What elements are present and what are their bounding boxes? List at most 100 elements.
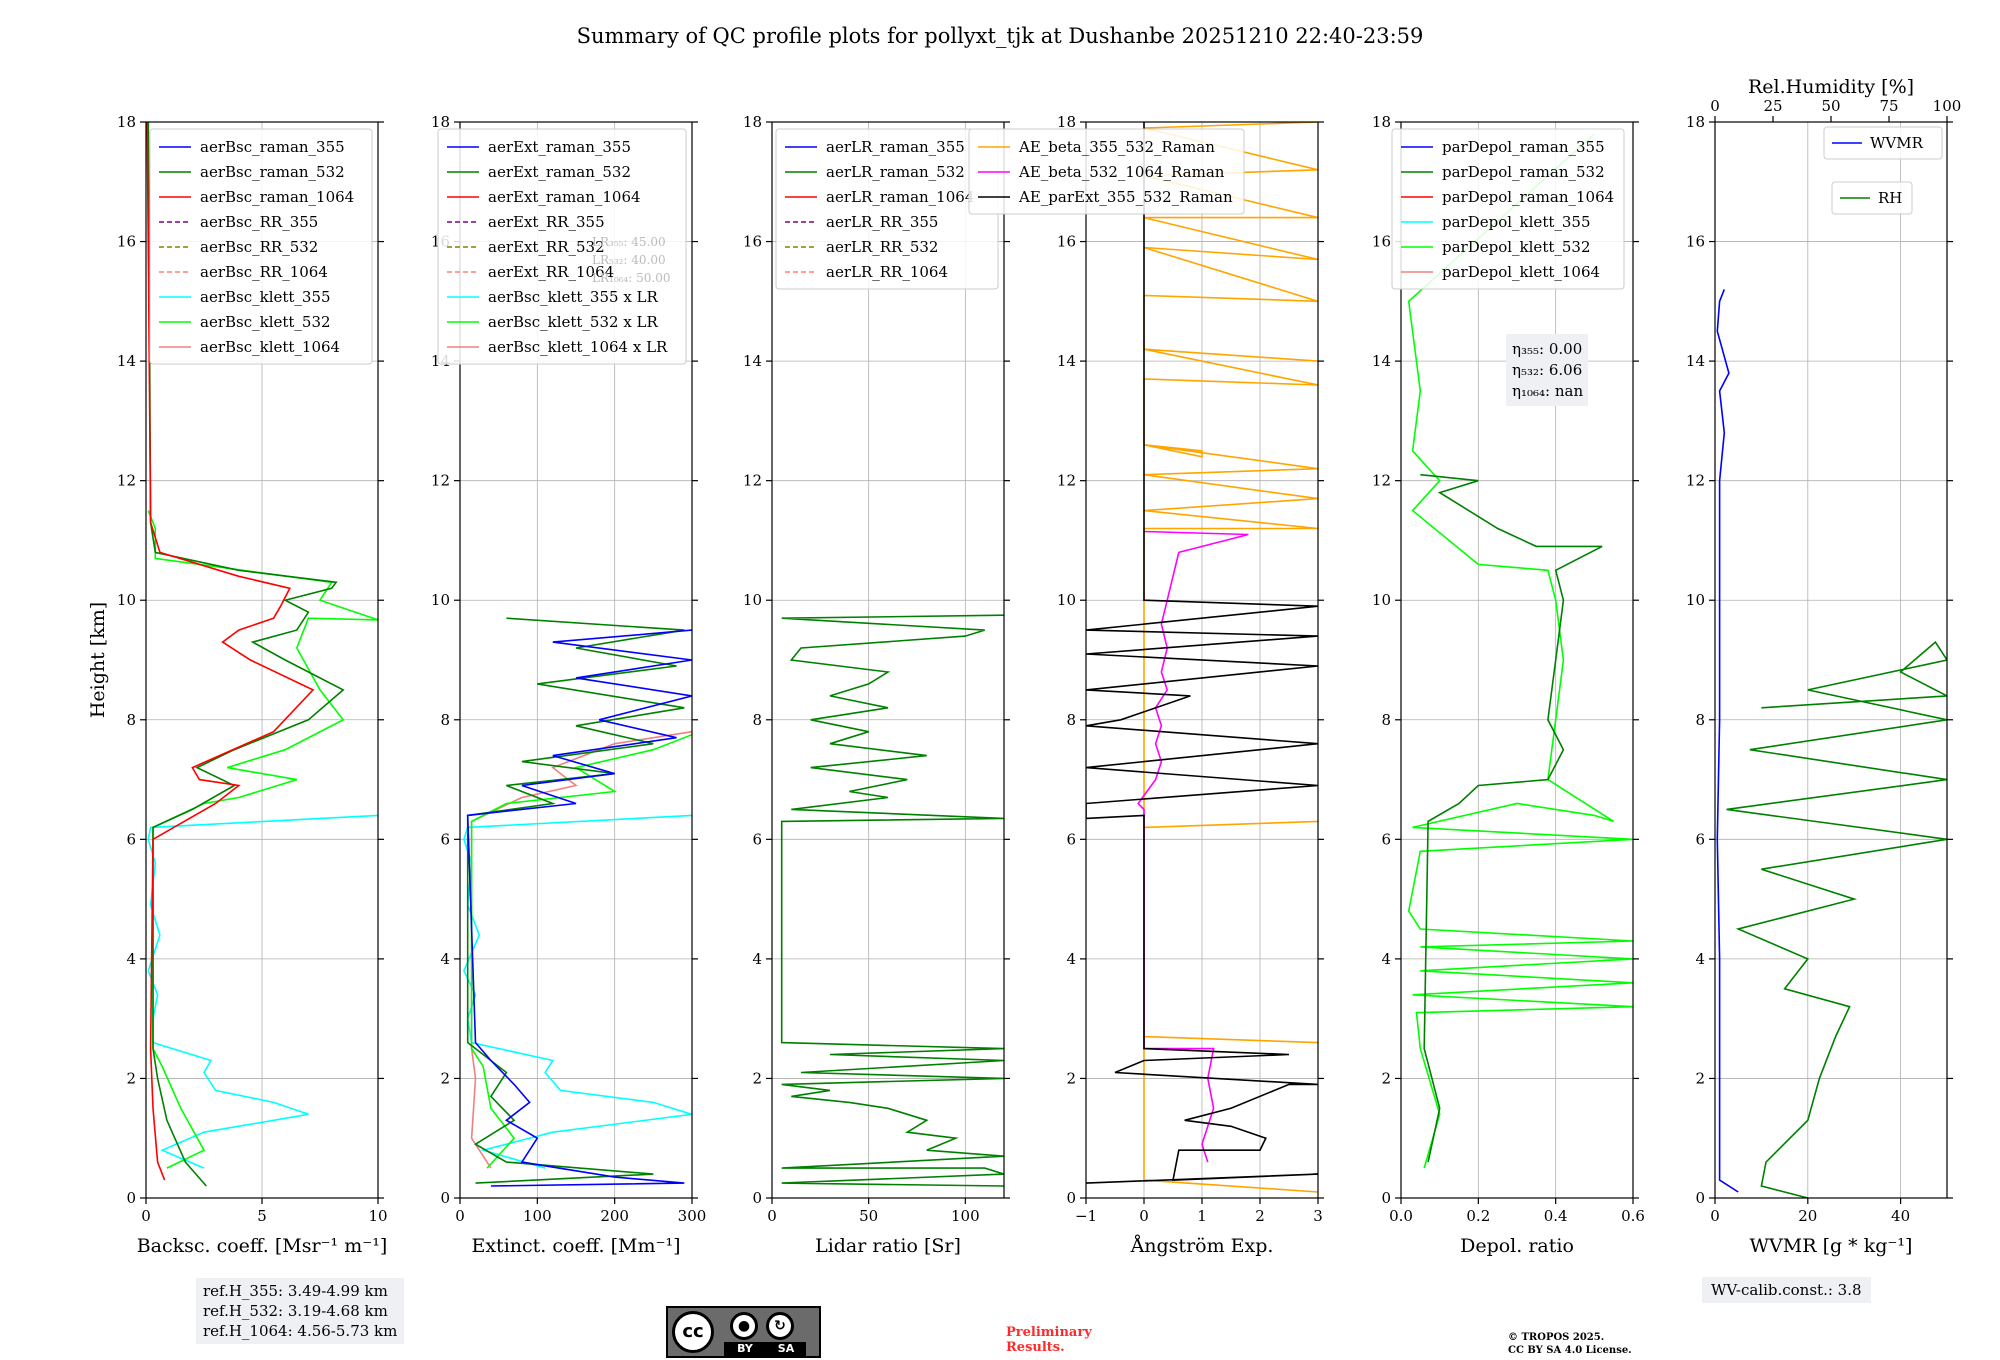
x-tick-label: 3 [1313,1207,1323,1225]
legend-label: aerExt_RR_1064 [488,263,614,281]
series-line-aerext-raman-532 [466,617,685,1184]
preliminary-line-2: Results. [1006,1340,1065,1355]
y-tick-label: 4 [1381,950,1391,968]
x-tick-label: 1 [1197,1207,1207,1225]
y-tick-label: 8 [1066,711,1076,729]
legend-label: aerBsc_RR_355 [200,213,318,231]
legend-label: aerBsc_klett_1064 x LR [488,338,668,356]
eta-value: η₅₃₂: 6.06 [1512,361,1582,379]
panel-2: 0246810121416180100200300Extinct. coeff.… [431,113,706,1257]
legend-label: aerBsc_klett_355 [200,288,331,306]
x-tick-label: −1 [1075,1207,1097,1225]
y-tick-label: 12 [1686,472,1705,490]
y-tick-label: 2 [440,1069,450,1087]
cc-icon: cc [672,1311,714,1353]
axes-frame [459,121,693,1199]
legend-label: aerLR_RR_355 [826,213,938,231]
legend-label: aerLR_RR_532 [826,238,938,256]
legend-label: AE_beta_532_1064_Raman [1018,163,1225,181]
eta-value: η₃₅₅: 0.00 [1512,340,1582,358]
series-line-ae-beta-355-532-raman [1143,122,1318,1193]
x-tick-label: 0.6 [1621,1207,1645,1225]
x-tick-label: 0 [767,1207,777,1225]
legend-label: parDepol_raman_355 [1442,138,1605,156]
copyright-line-2: CC BY SA 4.0 License. [1508,1345,1632,1356]
series-group [1407,133,1633,1169]
y-tick-label: 6 [1066,830,1076,848]
y-tick-label: 14 [1372,352,1391,370]
y-tick-label: 12 [1372,472,1391,490]
series-group [1716,289,1947,1198]
legend-label: aerBsc_raman_355 [200,138,345,156]
copyright-note: © TROPOS 2025. CC BY SA 4.0 License. [1508,1331,1728,1357]
legend-label: parDepol_raman_1064 [1442,188,1614,206]
series-line-aerbsc-klett-355-x-lr [463,814,692,1169]
x-tick-label: 200 [600,1207,629,1225]
x-tick-label: 0 [141,1207,151,1225]
legend-label: aerExt_raman_355 [488,138,631,156]
y-tick-label: 16 [1686,233,1705,251]
y-tick-label: 10 [1372,591,1391,609]
series-line-pardepol-klett-532 [1407,133,1633,1169]
series-line-aerbsc-raman-1064 [146,122,315,1181]
x-tick-label: 0 [1139,1207,1149,1225]
legend-label: WVMR [1870,134,1924,152]
axes-frame [1400,121,1634,1199]
wv-calibration-constant: WV-calib.const.: 3.8 [1711,1281,1862,1299]
x-axis-label: Lidar ratio [Sr] [815,1235,961,1257]
y-tick-label: 10 [117,591,136,609]
panel-6: 0 2 4 6 8 10 12 14 16 18 0 20 40 WVMR [g * kg⁻¹] 0 25 50… [1686,76,1961,1257]
legend: parDepol_raman_355 parDepol_raman_532 parD… [1391,128,1625,290]
legend-label: parDepol_klett_355 [1442,213,1591,231]
y-tick-label: 10 [743,591,762,609]
y-tick-label: 6 [1695,830,1705,848]
y-tick-label: 8 [440,711,450,729]
x-tick-label: 100 [951,1207,980,1225]
y-tick-label: 16 [117,233,136,251]
series-line-aerbsc-klett-532 [147,510,378,1169]
legend-label: aerBsc_RR_1064 [200,263,328,281]
x-tick-label: 0 [455,1207,465,1225]
x-tick-label: 0.0 [1389,1207,1413,1225]
legend-label: aerBsc_klett_1064 [200,338,340,356]
legend: aerLR_raman_355 aerLR_raman_532 aerLR_rama… [775,128,999,290]
y-tick-label: 8 [1381,711,1391,729]
legend-label: AE_beta_355_532_Raman [1018,138,1215,156]
legend-label: parDepol_klett_532 [1442,238,1591,256]
y-tick-label: 18 [431,113,450,131]
y-tick-label: 2 [752,1069,762,1087]
x-tick-label: 0 [1710,1207,1720,1225]
x-tick-label: 300 [678,1207,707,1225]
series-line-aerbsc-klett-355 [147,814,378,1169]
x-axis-label: Extinct. coeff. [Mm⁻¹] [471,1235,680,1257]
x-axis-label: WVMR [g * kg⁻¹] [1750,1235,1913,1257]
y-tick-label: 12 [743,472,762,490]
axes-frame [1714,121,1948,1199]
x-tick-label: 5 [257,1207,267,1225]
legend-box [1391,128,1625,290]
y-tick-label: 6 [440,830,450,848]
y-tick-label: 6 [752,830,762,848]
x2-axis-label: Rel.Humidity [%] [1748,76,1914,98]
y-tick-label: 8 [126,711,136,729]
legend-label: aerExt_raman_1064 [488,188,641,206]
legend-box [1823,126,1943,160]
y-tick-label: 4 [440,950,450,968]
x2-tick-label: 75 [1879,97,1898,115]
y-tick-label: 14 [1057,352,1076,370]
y-tick-label: 4 [126,950,136,968]
legend-label: aerExt_raman_532 [488,163,631,181]
series-line-pardepol-raman-532 [1420,473,1603,1163]
legend-box [968,128,1245,215]
y-tick-label: 16 [1057,233,1076,251]
x-axis-label: Ångström Exp. [1130,1235,1274,1257]
sa-label: SA [766,1342,806,1356]
preliminary-results-note: Preliminary Results. [1006,1325,1146,1355]
series-group [780,614,1004,1187]
y-tick-label: 16 [1372,233,1391,251]
y-tick-label: 14 [1686,352,1705,370]
y-tick-label: 2 [1695,1069,1705,1087]
legend-label: parDepol_raman_532 [1442,163,1605,181]
y-tick-label: 18 [743,113,762,131]
